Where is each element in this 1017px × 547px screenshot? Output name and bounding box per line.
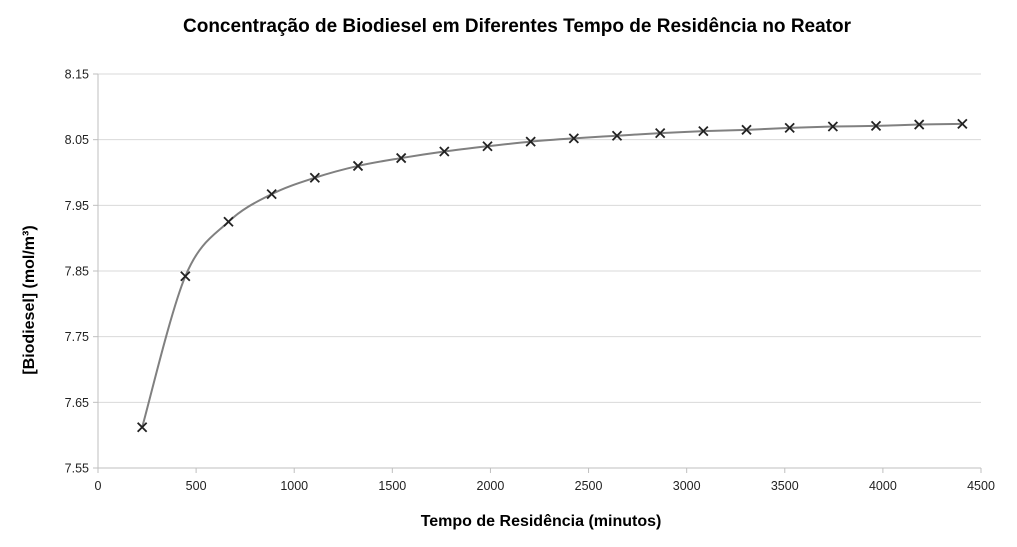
data-point [611, 130, 623, 141]
data-point [741, 124, 752, 135]
y-tick-label: 7.95 [65, 199, 89, 213]
data-point [957, 118, 968, 130]
data-point [482, 141, 493, 152]
x-tick-label: 2000 [477, 479, 505, 493]
y-tick-label: 7.65 [65, 396, 89, 410]
tick-labels: 7.55 7.65 7.75 7.85 7.95 8.05 8.15 0 500 1000 1500… [65, 68, 995, 494]
data-point [914, 119, 925, 130]
axes [93, 73, 982, 473]
gridlines [98, 73, 981, 403]
y-tick-label: 8.05 [65, 133, 89, 147]
data-point [352, 160, 364, 172]
y-tick-label: 7.85 [65, 265, 89, 279]
data-point [870, 120, 882, 132]
x-tick-label: 500 [186, 479, 207, 493]
y-tick-label: 7.55 [65, 462, 89, 476]
y-tick-label: 7.75 [65, 330, 89, 344]
data-point [827, 121, 838, 132]
data-point [784, 122, 795, 133]
x-tick-label: 0 [95, 479, 102, 493]
data-point [655, 127, 666, 139]
data-point [525, 136, 536, 147]
x-tick-label: 4500 [967, 479, 995, 493]
data-point [568, 133, 579, 144]
x-tick-label: 1000 [280, 479, 308, 493]
data-point [137, 422, 148, 433]
data-point [266, 189, 277, 200]
y-axis-title: [Biodiesel] (mol/m³) [21, 225, 38, 374]
x-tick-label: 3500 [771, 479, 799, 493]
data-point [439, 146, 450, 157]
data-point [309, 172, 320, 183]
data-point [698, 125, 709, 137]
y-tick-label: 8.15 [65, 68, 89, 82]
x-axis-title: Tempo de Residência (minutos) [421, 513, 662, 530]
x-tick-label: 3000 [673, 479, 701, 493]
data-point [180, 271, 191, 282]
x-tick-label: 1500 [378, 479, 406, 493]
x-tick-label: 4000 [869, 479, 897, 493]
chart-title: Concentração de Biodiesel em Diferentes … [183, 16, 852, 37]
x-tick-label: 2500 [575, 479, 603, 493]
series-line [141, 122, 963, 428]
data-point [223, 216, 234, 227]
data-point [396, 152, 407, 164]
series [137, 118, 968, 433]
